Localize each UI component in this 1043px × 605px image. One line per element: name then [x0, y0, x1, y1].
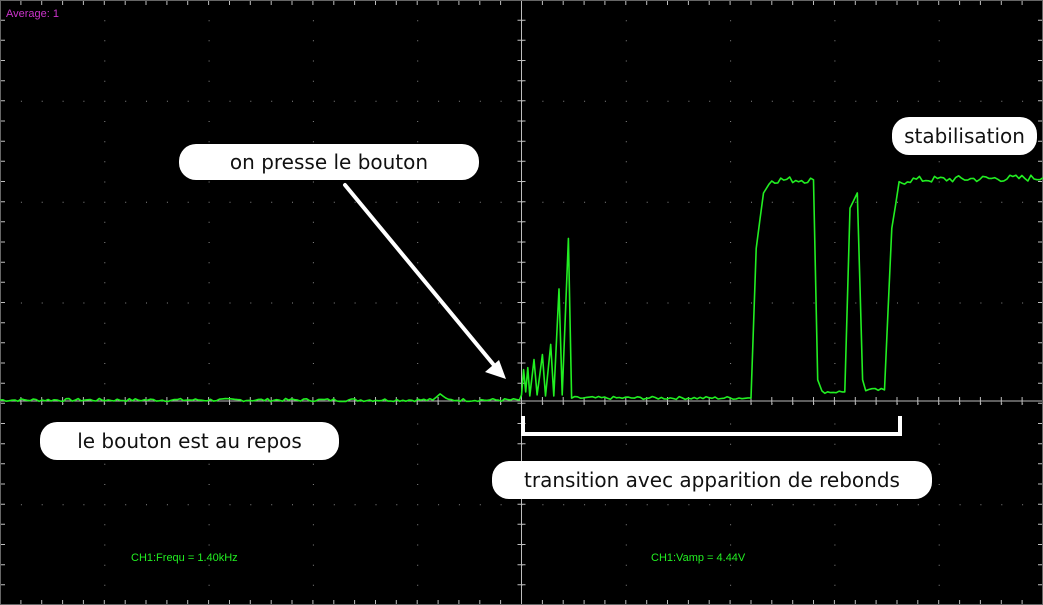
amplitude-readout: CH1:Vamp = 4.44V	[651, 552, 746, 564]
ch1-trace	[0, 174, 1043, 403]
transition-label: transition avec apparition de rebonds	[492, 461, 932, 499]
press-arrow	[343, 183, 500, 372]
frequency-readout: CH1:Frequ = 1.40kHz	[131, 552, 238, 564]
average-label: Average: 1	[6, 8, 60, 20]
rest-state-label: le bouton est au repos	[40, 422, 339, 460]
stabilisation-label: stabilisation	[892, 117, 1037, 155]
press-button-label: on presse le bouton	[179, 144, 479, 180]
press-arrow-head	[485, 360, 506, 379]
transition-bracket	[521, 416, 902, 436]
